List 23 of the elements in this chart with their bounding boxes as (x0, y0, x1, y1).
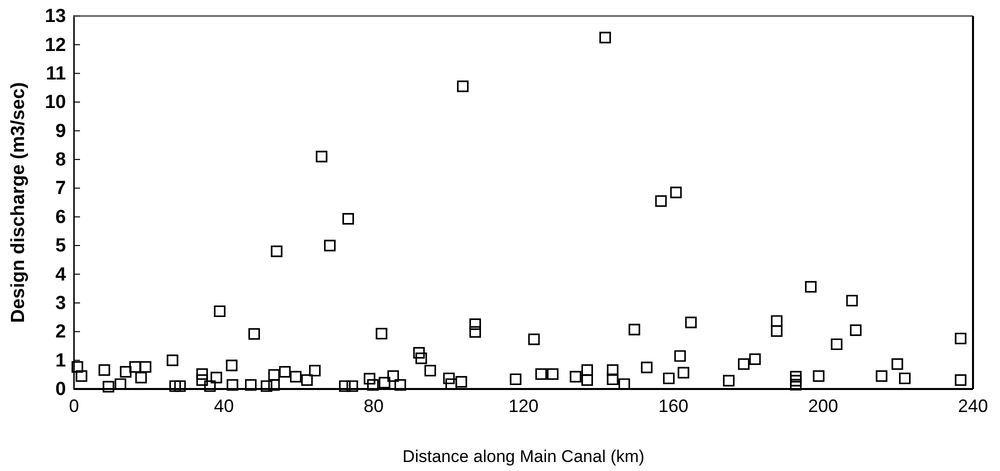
y-tick-label: 2 (55, 322, 66, 343)
x-tick-label: 80 (364, 396, 384, 416)
y-axis-title: Design discharge (m3/sec) (8, 82, 29, 323)
y-tick-label: 10 (44, 92, 66, 114)
y-tick-label: 12 (44, 34, 66, 56)
x-tick-label: 40 (214, 396, 234, 416)
y-tick-label: 5 (55, 236, 66, 257)
y-tick-label: 3 (55, 293, 66, 314)
y-tick-label: 6 (55, 206, 66, 228)
y-tick-label: 8 (55, 150, 66, 171)
x-tick-label: 160 (658, 396, 688, 416)
y-tick-label: 0 (55, 379, 66, 400)
x-tick-label: 200 (808, 396, 838, 416)
y-tick-label: 4 (55, 264, 66, 286)
x-axis-title: Distance along Main Canal (km) (402, 447, 644, 466)
y-tick-label: 11 (46, 63, 66, 84)
y-tick-label: 7 (55, 178, 66, 200)
y-tick-label: 1 (55, 350, 66, 372)
x-tick-label: 0 (68, 396, 80, 416)
x-tick-label: 240 (958, 396, 988, 416)
x-tick-label: 120 (508, 396, 539, 416)
y-tick-label: 9 (55, 120, 66, 142)
y-tick-label: 13 (44, 6, 66, 28)
